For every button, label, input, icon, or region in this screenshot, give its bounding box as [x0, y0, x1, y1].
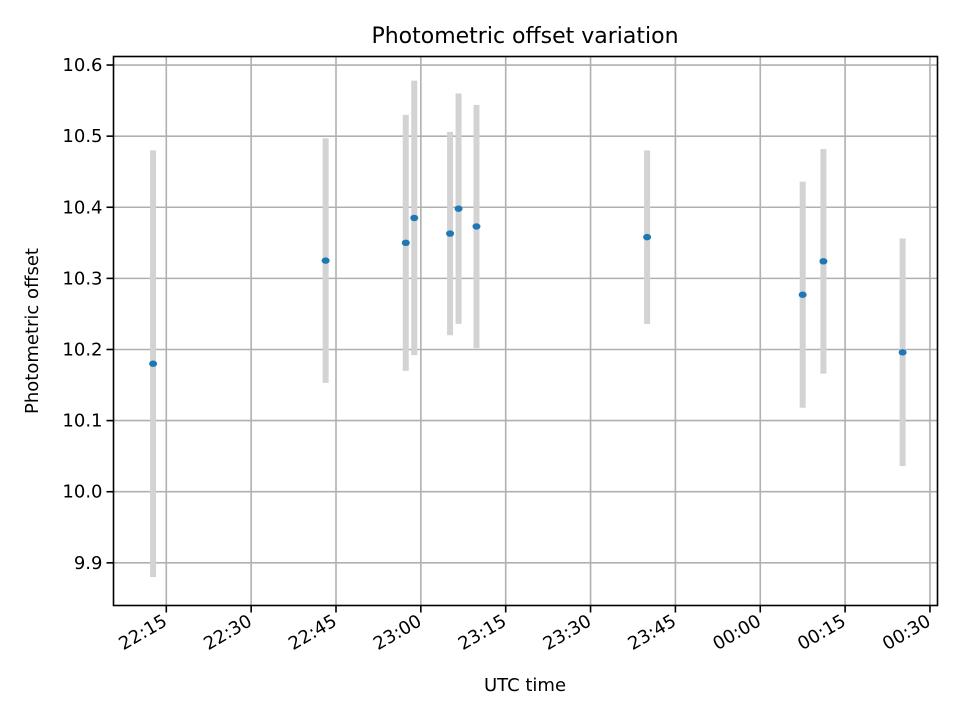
y-tick-label: 10.5	[62, 126, 102, 147]
x-axis-label: UTC time	[484, 675, 566, 696]
errorbar-layer	[150, 80, 906, 578]
x-tick-label: 00:00	[709, 611, 764, 655]
y-tick-label: 10.1	[62, 411, 102, 432]
x-tick-label: 23:00	[370, 611, 425, 655]
y-tick-label: 10.0	[62, 482, 102, 503]
chart-title: Photometric offset variation	[371, 24, 678, 49]
x-tick-label: 22:45	[285, 611, 340, 655]
x-tick-label: 23:15	[455, 611, 510, 655]
x-tick-label: 23:30	[540, 611, 595, 655]
y-tick-label: 10.2	[62, 339, 102, 360]
data-point	[472, 223, 481, 230]
data-point	[410, 214, 419, 222]
data-point	[321, 257, 330, 264]
data-point	[401, 239, 410, 247]
x-tick-label: 22:30	[200, 611, 255, 655]
x-tick-label: 00:15	[794, 611, 849, 655]
data-point	[819, 258, 828, 265]
grid-layer	[113, 56, 938, 606]
y-tick-label: 10.3	[62, 268, 102, 289]
data-point	[454, 205, 463, 212]
y-tick-label: 9.9	[74, 553, 103, 574]
data-point	[898, 349, 907, 356]
point-layer	[149, 205, 907, 367]
x-tick-label: 22:15	[115, 611, 170, 655]
y-axis-label: Photometric offset	[22, 248, 43, 414]
data-point	[643, 233, 652, 241]
data-point	[798, 291, 807, 298]
x-tick-label: 00:30	[879, 611, 934, 655]
data-point	[149, 360, 158, 367]
plot-frame	[112, 55, 939, 607]
data-point	[446, 230, 455, 237]
x-tick-label: 23:45	[624, 611, 679, 655]
y-tick-label: 10.4	[62, 197, 102, 218]
y-tick-label: 10.6	[62, 55, 102, 76]
